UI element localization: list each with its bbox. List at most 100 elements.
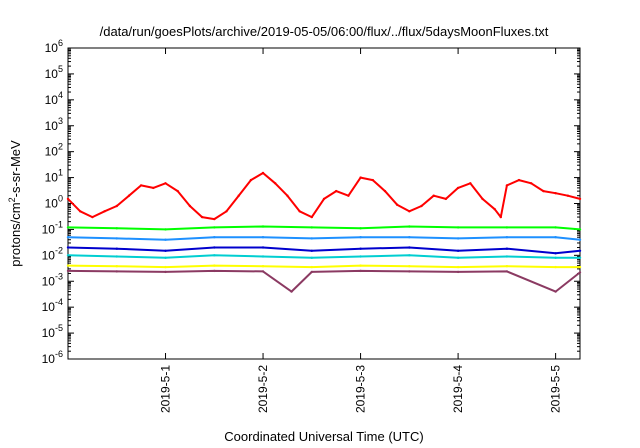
data-point [213,217,216,221]
data-point [444,197,448,201]
data-point [213,246,216,249]
data-point [554,236,557,239]
y-tick-base: 10 [42,274,56,288]
data-point [505,184,509,187]
data-point [213,269,216,273]
y-tick-label: 100 [45,194,63,211]
data-point [505,270,509,273]
data-point [176,189,179,193]
x-tick-label: 2019-5-1 [159,365,173,413]
y-tick-base: 10 [42,248,56,262]
data-point [164,182,167,185]
data-point [554,252,557,255]
data-point [408,265,411,268]
data-point [164,265,167,269]
y-tick-label: 10-2 [42,245,63,262]
data-point [103,210,106,213]
y-tick-exp: -5 [55,323,63,333]
data-point [383,189,387,193]
data-point [66,236,70,239]
y-tick-base: 10 [45,67,59,81]
data-point [505,265,509,268]
data-point [66,264,70,267]
y-tick-exp: 5 [58,64,63,74]
data-point [261,265,265,268]
series-line-4 [67,246,581,255]
data-point [408,254,411,257]
data-point [493,208,496,211]
data-point [408,225,411,228]
data-point [213,226,216,229]
data-point [139,184,143,187]
y-tick-label: 103 [45,116,63,133]
data-point [66,254,70,257]
series-group [66,171,582,293]
data-point [115,265,119,268]
data-point [213,264,216,267]
y-tick-exp: 2 [58,142,63,152]
y-tick-label: 10-5 [42,323,63,340]
data-point [213,254,216,257]
data-point [578,197,582,201]
data-point [469,182,472,185]
data-point [79,210,82,213]
data-point [335,189,338,193]
y-tick-exp: 6 [58,38,63,48]
series-line-3 [67,236,581,241]
data-point [164,238,167,241]
y-tick-label: 102 [45,142,63,159]
series-line-7 [67,269,581,293]
y-tick-exp: 0 [58,194,63,204]
y-axis-label-a: protons/cm [8,202,23,266]
data-point [261,236,265,239]
y-tick-base: 10 [45,41,59,55]
x-tick-label: 2019-5-3 [354,365,368,413]
data-point [261,270,265,273]
y-tick-base: 10 [45,119,59,133]
data-point [359,176,362,179]
data-point [456,226,460,229]
data-point [432,194,435,197]
series-line-5 [67,254,580,259]
data-point [127,194,131,197]
data-point [164,270,167,274]
data-point [200,215,204,219]
data-point [261,225,265,228]
data-point [298,210,301,213]
data-point [420,204,423,208]
data-point [456,270,460,274]
y-tick-exp: 4 [58,90,63,100]
y-tick-exp: -6 [55,349,63,359]
data-point [554,256,557,259]
data-point [164,256,167,259]
data-point [371,178,374,182]
y-tick-label: 101 [45,168,63,185]
data-point [456,256,460,259]
y-axis-label-b: -s-sr-MeV [8,140,23,197]
data-point [578,228,582,231]
data-point [322,197,326,201]
data-point [505,255,509,258]
y-tick-exp: -3 [55,271,63,281]
data-point [115,255,119,258]
data-point [517,178,521,182]
data-point [115,270,119,273]
data-point [408,246,411,249]
data-point [188,204,192,208]
data-point [115,247,119,250]
y-tick-exp: 3 [58,116,63,126]
data-point [578,265,582,269]
data-point [261,171,265,175]
data-point [505,226,509,229]
y-tick-label: 10-3 [42,271,63,288]
y-tick-base: 10 [42,300,56,314]
data-point [152,186,155,190]
y-tick-base: 10 [45,197,59,211]
data-point [566,194,569,197]
y-tick-label: 106 [45,38,63,55]
data-point [115,237,119,240]
y-tick-exp: -4 [55,297,63,307]
data-point [164,228,167,231]
data-point [66,269,70,273]
data-point [225,210,228,213]
